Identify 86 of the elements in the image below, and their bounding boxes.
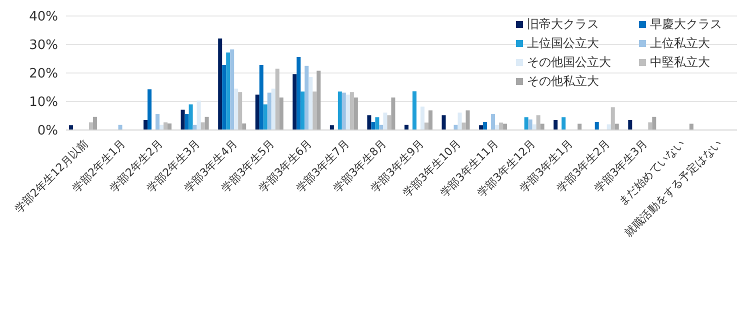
bar (263, 104, 268, 130)
bar (503, 124, 508, 130)
bar (367, 115, 372, 130)
bar (304, 66, 309, 130)
legend-label: 上位私立大 (650, 35, 710, 52)
bar (594, 122, 599, 130)
bar (375, 117, 380, 130)
bar (144, 120, 148, 130)
bar (234, 88, 238, 130)
bar (554, 120, 558, 130)
bar (226, 52, 230, 130)
bar (308, 76, 313, 130)
bar (562, 117, 566, 130)
bar (371, 122, 376, 130)
bar (383, 112, 388, 130)
bar (342, 92, 346, 130)
bar (479, 125, 484, 130)
bar (648, 122, 652, 130)
bar (292, 74, 297, 130)
bar (540, 124, 544, 130)
bar (156, 114, 160, 130)
legend-label: その他私立大 (527, 73, 599, 90)
bar (689, 124, 694, 130)
legend-label: 上位国公立大 (527, 35, 599, 52)
legend-label: 旧帝大クラス (527, 16, 599, 33)
y-tick-label: 20% (29, 66, 58, 82)
bar (387, 115, 392, 130)
bar (255, 94, 260, 130)
bar (610, 107, 615, 130)
bar (188, 104, 193, 130)
bar (354, 98, 358, 130)
bar (242, 123, 246, 130)
bar (499, 122, 504, 130)
bar (346, 94, 350, 130)
bar (391, 98, 396, 130)
y-tick-label: 30% (29, 38, 58, 54)
bar (614, 124, 619, 130)
bar (88, 122, 93, 130)
bar (148, 89, 152, 130)
y-tick-label: 10% (29, 95, 58, 110)
bar (338, 92, 342, 130)
legend-label: その他国公立大 (527, 54, 611, 71)
bar (528, 119, 532, 130)
bar (168, 123, 172, 130)
bar (271, 88, 276, 130)
bar (218, 38, 222, 130)
bar (312, 92, 317, 130)
bar (275, 68, 280, 130)
legend-label: 中堅私立大 (650, 54, 710, 71)
bar (412, 91, 416, 130)
bar (483, 122, 488, 130)
bar (466, 110, 470, 130)
bar (350, 92, 354, 130)
bar (92, 116, 97, 130)
bar (180, 110, 185, 130)
bar (428, 110, 432, 130)
bar (222, 65, 226, 130)
bar (259, 65, 264, 130)
bar (196, 100, 201, 130)
bar (420, 106, 424, 130)
bar (458, 112, 462, 130)
bar (424, 122, 428, 130)
bar (184, 114, 189, 130)
bar (230, 49, 234, 130)
bar (536, 115, 540, 130)
bar (279, 98, 284, 130)
bar (296, 57, 301, 130)
bar (491, 114, 496, 130)
bar (68, 125, 73, 130)
bar (300, 92, 305, 130)
bar (652, 116, 656, 130)
bar (524, 117, 528, 130)
bar (442, 115, 446, 130)
legend-label: 早慶大クラス (650, 16, 722, 33)
y-tick-label: 0% (37, 124, 58, 139)
bar (164, 122, 168, 130)
bar (330, 125, 334, 130)
bar (316, 70, 321, 130)
bar (462, 122, 466, 130)
bar (578, 124, 582, 130)
bar (628, 120, 632, 130)
bar (267, 92, 272, 130)
bar (204, 116, 209, 130)
bar (200, 122, 205, 130)
y-tick-label: 40% (29, 10, 58, 25)
bar (238, 92, 242, 130)
